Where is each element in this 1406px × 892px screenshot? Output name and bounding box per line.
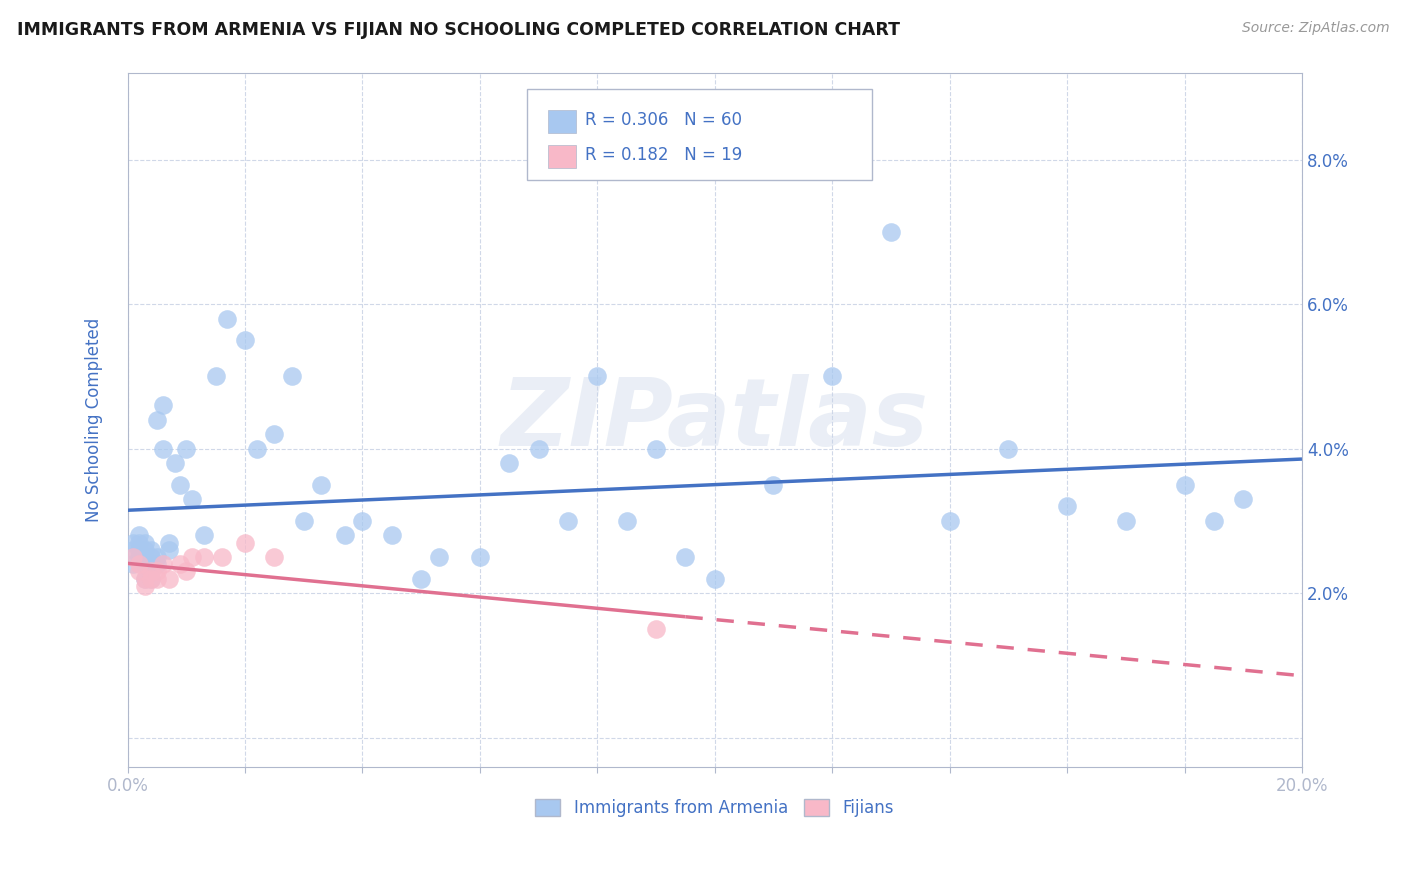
Point <box>134 542 156 557</box>
Point <box>134 572 156 586</box>
Point <box>938 514 960 528</box>
Text: R = 0.306   N = 60: R = 0.306 N = 60 <box>585 112 742 129</box>
Point <box>134 572 156 586</box>
Point <box>128 542 150 557</box>
Point <box>152 398 174 412</box>
Point <box>557 514 579 528</box>
Point <box>193 549 215 564</box>
Point <box>122 558 145 572</box>
Point <box>1202 514 1225 528</box>
Point <box>139 572 162 586</box>
Point <box>134 579 156 593</box>
Point <box>152 558 174 572</box>
Point <box>211 549 233 564</box>
Point <box>122 535 145 549</box>
Point <box>997 442 1019 456</box>
Point <box>134 549 156 564</box>
Point <box>128 558 150 572</box>
Text: R = 0.182   N = 19: R = 0.182 N = 19 <box>585 146 742 164</box>
Point <box>411 572 433 586</box>
Point <box>586 369 609 384</box>
Point <box>128 565 150 579</box>
Point <box>169 477 191 491</box>
Point <box>157 572 180 586</box>
Point <box>146 572 169 586</box>
Point <box>703 572 725 586</box>
Point <box>352 514 374 528</box>
Point <box>1115 514 1137 528</box>
Point <box>468 549 491 564</box>
Point <box>762 477 785 491</box>
Point <box>880 225 903 239</box>
Point <box>217 311 239 326</box>
Point <box>169 558 191 572</box>
Point <box>176 565 198 579</box>
Point <box>128 535 150 549</box>
Point <box>246 442 269 456</box>
Point <box>1232 492 1254 507</box>
Point <box>616 514 638 528</box>
Point <box>146 413 169 427</box>
Point <box>333 528 356 542</box>
Point <box>1056 500 1078 514</box>
Point <box>128 549 150 564</box>
Point <box>498 456 520 470</box>
Point <box>139 542 162 557</box>
Point <box>233 334 256 348</box>
Point <box>122 542 145 557</box>
Point <box>204 369 226 384</box>
Point <box>157 535 180 549</box>
Point <box>157 542 180 557</box>
Point <box>292 514 315 528</box>
Point <box>193 528 215 542</box>
Point <box>381 528 404 542</box>
Point <box>134 535 156 549</box>
Point <box>134 558 156 572</box>
Point <box>181 549 204 564</box>
Point <box>139 549 162 564</box>
Point <box>181 492 204 507</box>
Text: IMMIGRANTS FROM ARMENIA VS FIJIAN NO SCHOOLING COMPLETED CORRELATION CHART: IMMIGRANTS FROM ARMENIA VS FIJIAN NO SCH… <box>17 21 900 38</box>
Point <box>645 622 668 636</box>
Point <box>527 442 550 456</box>
Text: Source: ZipAtlas.com: Source: ZipAtlas.com <box>1241 21 1389 35</box>
Point <box>128 528 150 542</box>
Point <box>427 549 450 564</box>
Text: ZIPatlas: ZIPatlas <box>501 374 929 466</box>
Point <box>233 535 256 549</box>
Point <box>281 369 304 384</box>
Legend: Immigrants from Armenia, Fijians: Immigrants from Armenia, Fijians <box>529 793 901 824</box>
Point <box>146 565 169 579</box>
Point <box>673 549 696 564</box>
Point <box>311 477 333 491</box>
Point <box>163 456 186 470</box>
Point <box>139 565 162 579</box>
Point <box>821 369 844 384</box>
Point <box>139 558 162 572</box>
Point <box>146 549 169 564</box>
Point <box>263 549 285 564</box>
Point <box>645 442 668 456</box>
Point <box>146 558 169 572</box>
Point <box>152 442 174 456</box>
Point <box>176 442 198 456</box>
Point <box>139 572 162 586</box>
Y-axis label: No Schooling Completed: No Schooling Completed <box>86 318 103 522</box>
Point <box>1173 477 1195 491</box>
Point <box>263 427 285 442</box>
Point <box>122 549 145 564</box>
